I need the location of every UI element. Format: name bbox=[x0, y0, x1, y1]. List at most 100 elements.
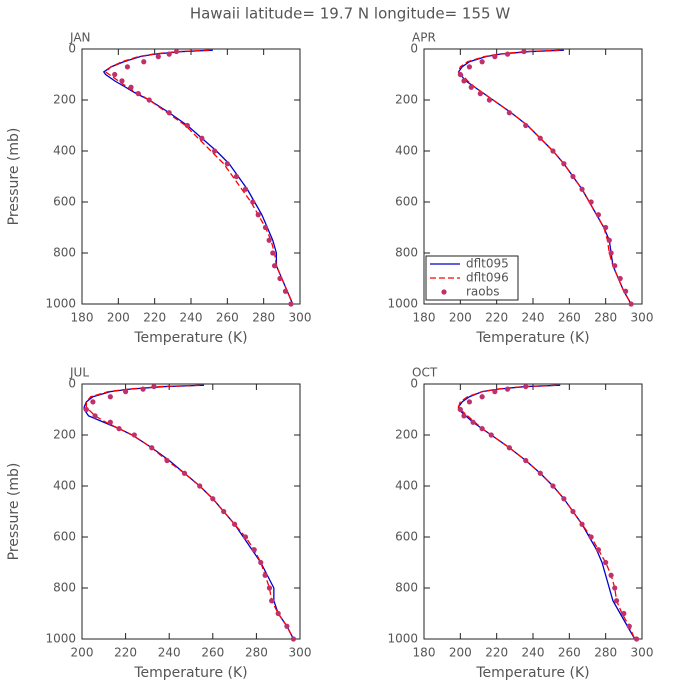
data-point bbox=[461, 78, 467, 84]
data-point bbox=[477, 91, 483, 97]
y-axis-label: Pressure (mb) bbox=[6, 128, 22, 226]
data-point bbox=[603, 224, 609, 231]
data-point bbox=[612, 263, 618, 269]
data-point bbox=[523, 383, 529, 390]
panel-title: JAN bbox=[69, 31, 91, 45]
y-tick-label: 800 bbox=[395, 246, 418, 260]
data-point bbox=[550, 483, 556, 489]
data-point bbox=[135, 91, 141, 97]
data-point bbox=[277, 275, 283, 282]
data-point bbox=[199, 135, 205, 141]
x-axis-label: Temperature (K) bbox=[475, 330, 589, 346]
x-tick-label: 220 bbox=[114, 646, 137, 660]
data-point bbox=[184, 122, 190, 129]
data-point bbox=[492, 389, 498, 395]
figure-title: Hawaii latitude= 19.7 N longitude= 155 W bbox=[190, 5, 510, 23]
data-point bbox=[233, 173, 240, 180]
x-tick-label: 280 bbox=[594, 311, 617, 325]
x-tick-label: 200 bbox=[107, 311, 130, 325]
data-point bbox=[579, 521, 585, 527]
legend-label: raobs bbox=[466, 285, 500, 299]
data-point bbox=[90, 399, 96, 405]
y-tick-label: 1000 bbox=[45, 297, 76, 311]
data-point bbox=[537, 135, 543, 141]
plot-frame bbox=[423, 383, 643, 640]
x-tick-label: 240 bbox=[522, 311, 545, 325]
data-point bbox=[633, 636, 640, 642]
data-point bbox=[623, 288, 629, 294]
data-point bbox=[164, 457, 170, 464]
data-point bbox=[290, 636, 297, 642]
panel-title: OCT bbox=[412, 366, 438, 380]
data-point bbox=[621, 610, 627, 617]
plot-frame bbox=[81, 48, 301, 305]
data-point bbox=[266, 237, 272, 243]
data-point bbox=[595, 212, 602, 218]
data-point bbox=[255, 212, 261, 218]
y-tick-label: 200 bbox=[53, 93, 76, 107]
panel-title: APR bbox=[412, 31, 436, 45]
data-point bbox=[266, 585, 273, 591]
y-axis-label: Pressure (mb) bbox=[6, 463, 22, 561]
data-point bbox=[613, 598, 620, 604]
data-point bbox=[595, 547, 602, 553]
y-tick-label: 0 bbox=[410, 42, 418, 56]
legend-label: dflt096 bbox=[466, 271, 509, 285]
data-point bbox=[612, 585, 618, 591]
x-tick-label: 220 bbox=[485, 646, 508, 660]
data-point bbox=[468, 84, 474, 90]
y-tick-label: 400 bbox=[53, 144, 76, 158]
data-point bbox=[537, 470, 543, 476]
data-point bbox=[479, 426, 485, 432]
y-tick-label: 0 bbox=[410, 377, 418, 391]
y-tick-label: 800 bbox=[395, 581, 418, 595]
data-point bbox=[588, 534, 594, 540]
data-point bbox=[488, 432, 494, 438]
data-point bbox=[224, 161, 230, 167]
data-point bbox=[141, 59, 147, 65]
data-point bbox=[149, 445, 155, 451]
data-point bbox=[466, 64, 473, 70]
y-tick-label: 400 bbox=[53, 479, 76, 493]
y-tick-label: 200 bbox=[395, 93, 418, 107]
data-point bbox=[579, 186, 585, 192]
x-tick-label: 300 bbox=[289, 311, 312, 325]
x-tick-label: 260 bbox=[201, 646, 224, 660]
profile-line bbox=[457, 384, 636, 640]
data-point bbox=[250, 199, 256, 205]
data-point bbox=[262, 572, 268, 578]
x-axis-label: Temperature (K) bbox=[133, 330, 247, 346]
profile-line bbox=[83, 384, 295, 640]
data-point bbox=[107, 394, 113, 400]
data-point bbox=[461, 413, 467, 419]
plot-frame bbox=[81, 383, 301, 640]
data-point bbox=[608, 250, 614, 256]
data-point bbox=[181, 470, 188, 476]
data-point bbox=[107, 419, 113, 425]
y-tick-label: 1000 bbox=[45, 632, 76, 646]
data-point bbox=[210, 496, 216, 502]
data-point bbox=[269, 598, 275, 604]
data-point bbox=[457, 406, 463, 413]
y-tick-label: 0 bbox=[68, 377, 76, 391]
x-tick-label: 220 bbox=[143, 311, 166, 325]
y-tick-label: 600 bbox=[53, 530, 76, 544]
x-tick-label: 240 bbox=[180, 311, 203, 325]
data-point bbox=[628, 301, 634, 307]
data-point bbox=[561, 496, 567, 502]
x-tick-label: 200 bbox=[449, 311, 472, 325]
data-point bbox=[479, 59, 485, 65]
data-point bbox=[550, 148, 556, 154]
x-tick-label: 260 bbox=[558, 311, 581, 325]
data-point bbox=[288, 301, 294, 307]
data-point bbox=[626, 623, 632, 629]
data-point bbox=[128, 84, 134, 90]
x-tick-label: 180 bbox=[71, 311, 94, 325]
data-point bbox=[270, 250, 276, 256]
x-tick-label: 280 bbox=[594, 646, 617, 660]
data-point bbox=[92, 413, 98, 419]
y-tick-label: 600 bbox=[395, 530, 418, 544]
data-point bbox=[504, 51, 511, 57]
y-tick-label: 400 bbox=[395, 144, 418, 158]
data-point bbox=[466, 399, 473, 405]
